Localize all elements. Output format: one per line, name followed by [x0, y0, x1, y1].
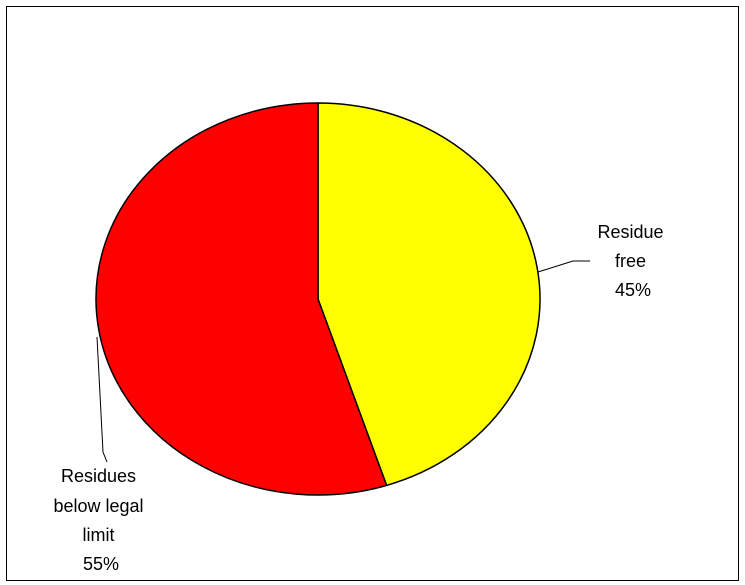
slice-label-residue-free-line-3: 45% [615, 280, 651, 300]
slice-label-residues-below-line-2: below legal [53, 496, 143, 516]
slice-label-residues-below-line-1: Residues [61, 466, 136, 486]
slice-label-residues-below-line-3: limit [82, 525, 114, 545]
slice-label-residue-free-line-2: free [615, 251, 646, 271]
leader-line-residues-below-legal-limit [96, 336, 108, 463]
pie-slice-residues-below-legal-limit [95, 102, 388, 496]
pie-slice-residue-free [317, 102, 541, 487]
leader-lines [96, 260, 590, 463]
slice-label-residues-below-legal-limit: Residues below legal limit 55% [53, 466, 148, 574]
slice-label-residue-free-line-1: Residue [597, 222, 663, 242]
leader-line-residue-free [537, 260, 590, 273]
pie-slices [95, 102, 541, 496]
slice-label-residues-below-line-4: 55% [83, 554, 119, 574]
slice-label-residue-free: Residue free 45% [597, 222, 668, 300]
